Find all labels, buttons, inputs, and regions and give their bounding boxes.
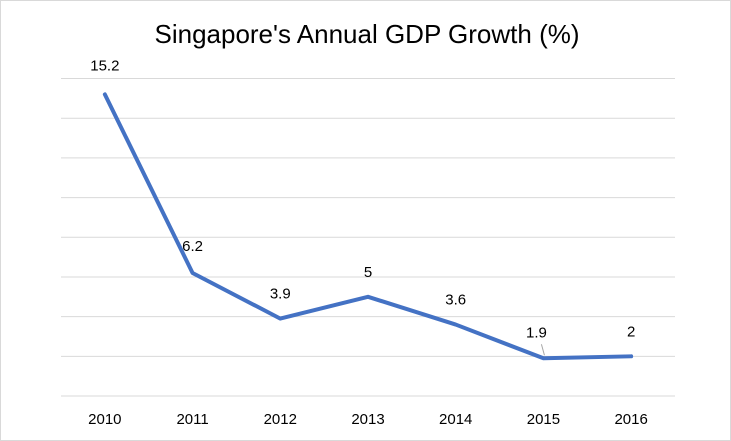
x-tick-label: 2010 — [88, 411, 121, 428]
data-label: 6.2 — [182, 238, 203, 255]
data-label: 3.9 — [270, 286, 291, 303]
chart-title: Singapore's Annual GDP Growth (%) — [154, 19, 579, 49]
x-axis: 2010 2011 2012 2013 2014 2015 2016 — [61, 395, 675, 428]
gridlines — [61, 78, 675, 357]
x-tick-label: 2014 — [439, 411, 472, 428]
data-label: 5 — [364, 264, 372, 281]
data-label: 1.9 — [526, 324, 547, 341]
x-tick-label: 2012 — [264, 411, 297, 428]
x-tick-label: 2016 — [614, 411, 647, 428]
series-layer — [102, 92, 634, 361]
data-label: 15.2 — [90, 57, 119, 74]
data-label: 2 — [627, 323, 635, 340]
series-line — [102, 92, 634, 361]
label-leader-line — [540, 344, 545, 356]
data-label: 3.6 — [445, 292, 466, 309]
x-tick-label: 2015 — [527, 411, 560, 428]
data-labels: 15.2 6.2 3.9 5 3.6 1.9 2 — [90, 57, 635, 356]
x-tick-label: 2013 — [351, 411, 384, 428]
x-tick-label: 2011 — [176, 411, 208, 428]
